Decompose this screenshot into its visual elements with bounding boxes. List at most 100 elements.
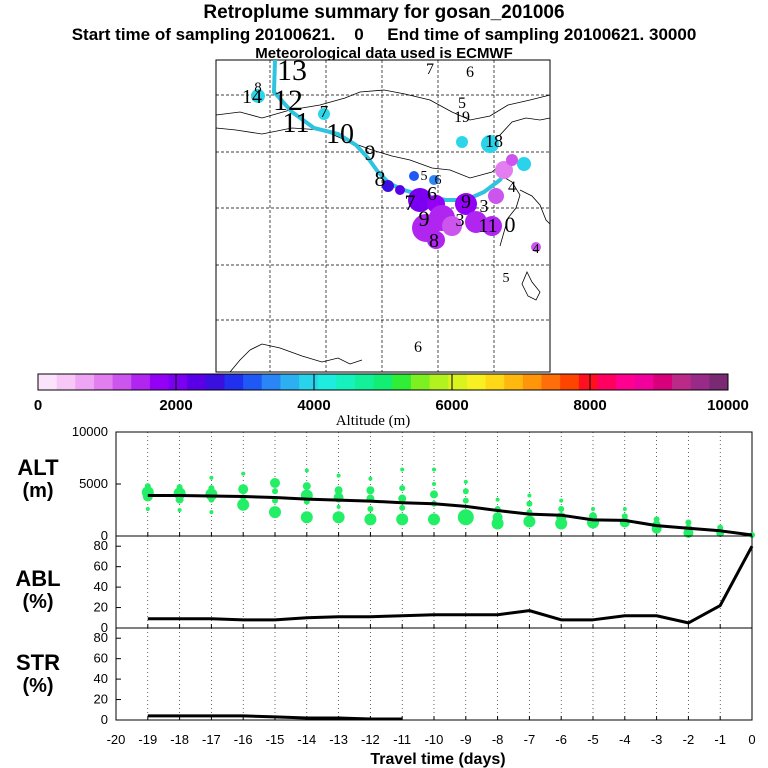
colorbar-cell [392,374,412,390]
altitude-dot [304,468,309,473]
panel-abl: 80 60 40 20 0 ABL(%) [15,535,754,635]
day-label: 9 [461,191,471,213]
plume-track [251,59,541,252]
colorbar-cell [578,374,598,390]
plume-blob [482,216,502,236]
day-label: 11 [478,215,497,237]
y-tick-label: 40 [94,671,108,686]
altitude-dot [209,510,214,515]
map-graticule [216,60,550,372]
day-label: 18 [485,131,503,151]
colorbar-cell [672,374,692,390]
day-label: 14 [242,86,262,108]
colorbar-cell [168,374,188,390]
x-tick-label: -17 [202,732,221,747]
altitude-dot [559,498,564,503]
colorbar-cell [560,374,580,390]
altitude-dot [462,497,469,504]
x-tick-label: -14 [297,732,316,747]
plume-blob [517,157,531,171]
plume-blob [531,242,541,252]
altitude-dot [270,477,280,488]
panel-title: ALT [17,455,59,480]
altitude-dot [367,505,374,512]
colorbar-cell [410,374,431,390]
colorbar-cell [616,374,636,390]
colorbar-cell [205,374,225,390]
x-tick-label: -18 [170,732,189,747]
day-label: 8 [254,80,262,96]
x-tick-label: -12 [361,732,380,747]
altitude-dot [527,493,532,498]
altitude-dot [209,475,214,480]
y-tick-label: 10000 [72,424,108,439]
day-label: 5 [503,271,510,286]
altitude-dot [495,497,500,502]
colorbar-cell [93,374,114,390]
day-label: 3 [480,196,489,216]
panel-frame [115,627,753,721]
series-line [147,714,403,721]
altitude-dot [336,504,341,509]
day-label: 3 [456,210,465,230]
altitude-dot [432,482,436,486]
x-tick-label: -5 [587,732,599,747]
day-label: 10 [326,119,354,150]
altitude-dot [432,467,436,472]
colorbar-cell [597,374,617,390]
altitude-dot [400,467,405,472]
colorbar-cell [224,374,244,390]
x-tick-label: -10 [425,732,444,747]
altitude-dot [177,508,182,512]
altitude-dot [399,485,406,492]
altitude-dot [399,504,406,511]
altitude-dot [272,488,278,495]
colorbar-cell [149,374,170,390]
map-frame [215,59,551,373]
altitude-dot [398,494,407,503]
altitude-dot [457,509,474,526]
colorbar-cell [690,374,710,390]
day-label: 19 [454,109,470,126]
colorbar-tick-label: 8000 [573,397,606,414]
colorbar-tick-label: 10000 [707,397,749,414]
y-tick-label: 60 [94,559,108,574]
colorbar-cell [243,374,263,390]
day-label: 5 [421,169,428,184]
altitude-dot [558,505,565,512]
panel-unit: (%) [22,591,53,613]
altitude-dot [175,495,184,504]
colorbar-label: Altitude (m) [336,413,411,429]
altitude-dot [368,476,373,481]
colorbar-tick-label: 4000 [297,397,330,414]
time-series-panels: 1000050000ALT(m)806040200ABL(%)806040200… [15,424,755,768]
altitude-dot [396,513,409,526]
colorbar-cell [336,374,356,390]
x-tick-label: 0 [748,732,755,747]
day-label: 9 [419,206,430,231]
y-tick-label: 0 [101,712,108,727]
colorbar-cell [299,374,319,390]
x-tick-label: -20 [107,732,126,747]
x-tick-label: -6 [555,732,567,747]
colorbar-cell [355,374,375,390]
altitude-dot [526,500,533,507]
colorbar-cell [373,374,393,390]
x-tick-label: -3 [651,732,663,747]
x-tick-label: -8 [492,732,504,747]
sampling-time: Start time of sampling 20100621. 0 End t… [71,25,697,44]
colorbar-cell [131,374,151,390]
colorbar-cell [653,374,673,390]
plume-blob [382,180,394,192]
colorbar-cell [317,374,337,390]
altitude-dot [208,496,215,503]
x-tick-label: -15 [266,732,285,747]
plume-blob [455,193,477,215]
altitude-dot [332,511,345,524]
day-label: 8 [375,166,386,191]
colorbar-cell [112,374,132,390]
x-tick-label: -4 [619,732,631,747]
colorbar-cell [38,374,58,390]
y-tick-label: 0 [101,620,108,635]
panel-unit: (m) [22,480,53,502]
